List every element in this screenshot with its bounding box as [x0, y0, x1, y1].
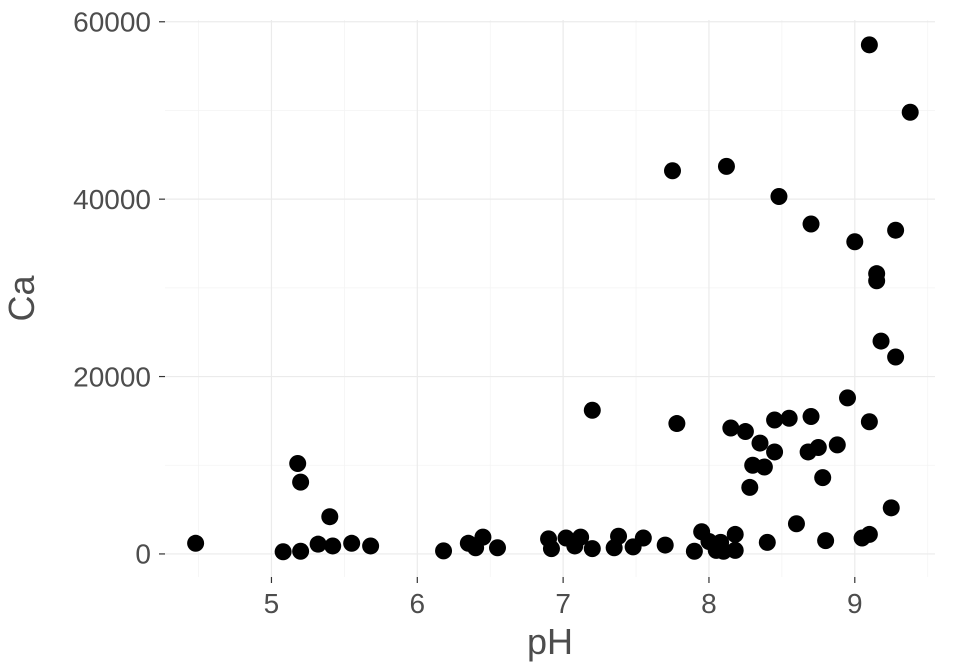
data-point — [474, 529, 491, 546]
y-axis-ticks: 0 20000 40000 60000 — [73, 7, 165, 570]
data-point — [324, 537, 341, 554]
y-tick-label: 60000 — [73, 7, 151, 38]
data-point — [543, 540, 560, 557]
data-point — [752, 435, 769, 452]
data-point — [861, 413, 878, 430]
scatter-chart: 5 6 7 8 9 0 20000 40000 60000 pH Ca — [0, 0, 960, 672]
data-point — [817, 532, 834, 549]
data-point — [664, 162, 681, 179]
data-point — [275, 543, 292, 560]
data-point — [846, 233, 863, 250]
y-tick-label: 40000 — [73, 184, 151, 215]
data-point — [727, 526, 744, 543]
data-point — [861, 36, 878, 53]
x-tick-label: 8 — [701, 588, 717, 619]
data-point — [292, 543, 309, 560]
data-point — [435, 542, 452, 559]
data-point — [362, 537, 379, 554]
data-point — [187, 535, 204, 552]
data-point — [788, 515, 805, 532]
chart-svg: 5 6 7 8 9 0 20000 40000 60000 pH Ca — [0, 0, 960, 672]
data-point — [737, 423, 754, 440]
y-tick-label: 0 — [135, 539, 151, 570]
data-point — [310, 536, 327, 553]
data-point — [803, 215, 820, 232]
x-axis-title: pH — [527, 621, 573, 662]
data-point — [718, 158, 735, 175]
data-point — [868, 272, 885, 289]
x-tick-label: 9 — [847, 588, 863, 619]
data-point — [727, 542, 744, 559]
data-point — [887, 349, 904, 366]
x-tick-label: 5 — [264, 588, 280, 619]
data-point — [584, 540, 601, 557]
data-point — [902, 104, 919, 121]
data-point — [883, 499, 900, 516]
data-point — [814, 469, 831, 486]
data-point — [861, 526, 878, 543]
data-point — [292, 474, 309, 491]
data-point — [887, 222, 904, 239]
data-point — [668, 415, 685, 432]
data-point — [756, 459, 773, 476]
data-point — [610, 528, 627, 545]
data-point — [839, 389, 856, 406]
plot-panel — [165, 20, 935, 577]
y-tick-label: 20000 — [73, 361, 151, 392]
data-point — [686, 543, 703, 560]
y-axis-title: Ca — [1, 275, 42, 322]
data-point — [781, 410, 798, 427]
data-point — [584, 402, 601, 419]
data-point — [722, 419, 739, 436]
data-point — [635, 529, 652, 546]
data-point — [657, 537, 674, 554]
data-point — [321, 508, 338, 525]
data-point — [759, 534, 776, 551]
x-tick-label: 7 — [555, 588, 571, 619]
x-tick-label: 6 — [410, 588, 426, 619]
data-point — [873, 333, 890, 350]
data-point — [810, 439, 827, 456]
data-point — [770, 188, 787, 205]
data-point — [829, 436, 846, 453]
x-axis-ticks: 5 6 7 8 9 — [264, 577, 863, 619]
data-point — [289, 455, 306, 472]
data-point — [766, 412, 783, 429]
data-point — [489, 539, 506, 556]
data-point — [343, 535, 360, 552]
data-point — [766, 443, 783, 460]
data-point — [741, 479, 758, 496]
data-point — [803, 408, 820, 425]
